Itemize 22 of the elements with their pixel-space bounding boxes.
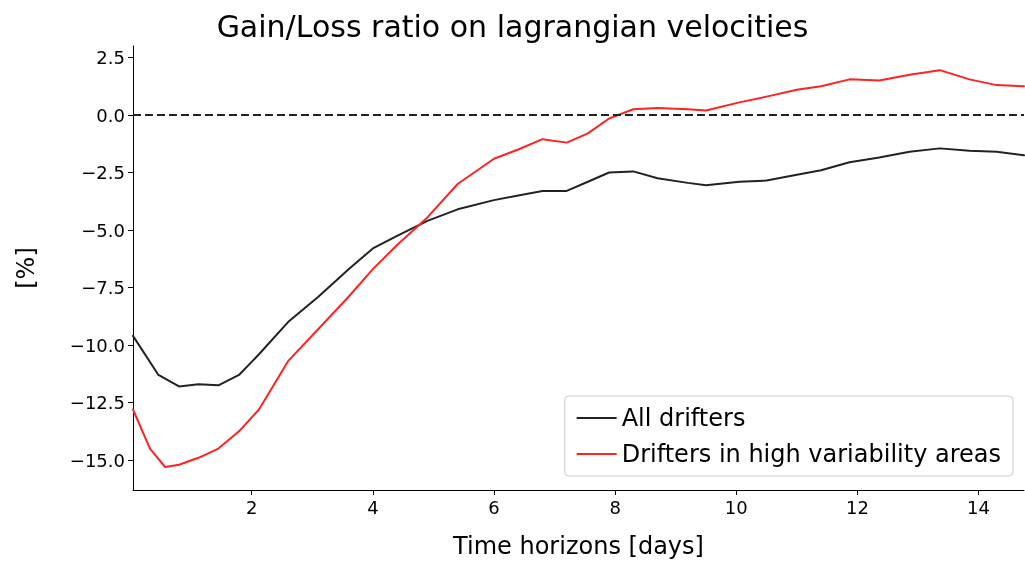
y-tick-label: −15.0: [69, 449, 125, 471]
x-tick-label: 8: [609, 496, 621, 518]
x-tick-label: 4: [367, 496, 379, 518]
x-tick-label: 14: [967, 496, 991, 518]
line-series: [132, 147, 1025, 388]
x-tick-label: 12: [845, 496, 869, 518]
x-axis-title: Time horizons [days]: [452, 532, 704, 560]
legend-label: All drifters: [621, 404, 746, 432]
chart-title: Gain/Loss ratio on lagrangian velocities: [216, 8, 809, 44]
legend-label: Drifters in high variability areas: [621, 440, 1002, 468]
y-tick-label: −2.5: [81, 162, 125, 184]
x-tick-label: 2: [245, 496, 258, 518]
y-tick-label: 0.0: [96, 104, 125, 126]
y-tick-label: −7.5: [81, 277, 125, 299]
x-tick-label: 6: [488, 496, 500, 518]
line-series: [132, 69, 1025, 468]
y-tick-label: 2.5: [96, 47, 125, 68]
y-tick-label: −12.5: [69, 392, 125, 414]
y-tick-label: −5.0: [81, 219, 125, 241]
y-axis-title: [%]: [12, 247, 40, 289]
y-tick-label: −10.0: [69, 334, 125, 356]
x-tick-label: 10: [724, 496, 748, 518]
